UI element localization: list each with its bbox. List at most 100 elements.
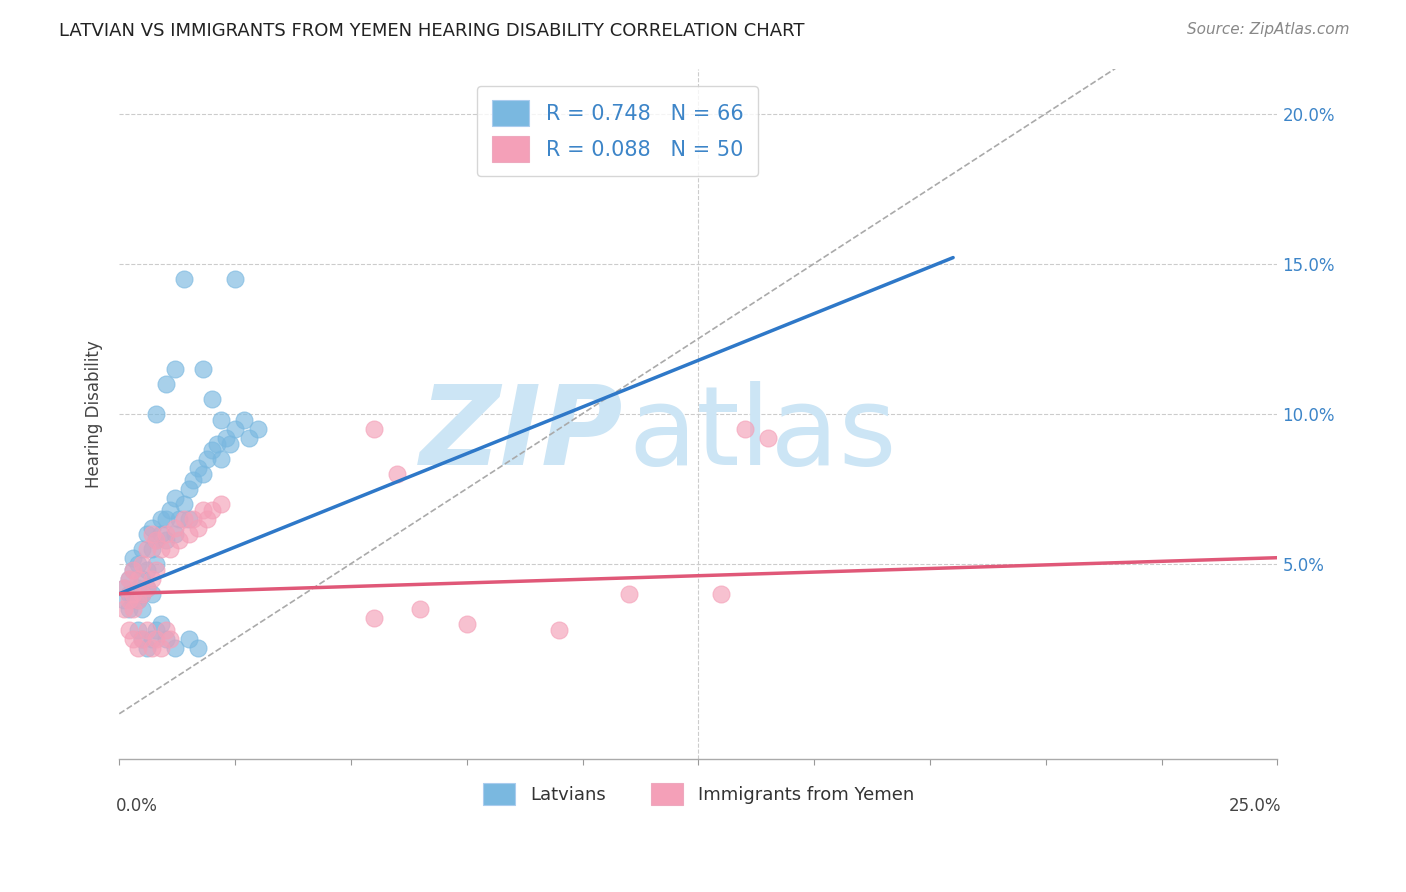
Point xyxy=(141,640,163,655)
Point xyxy=(136,581,159,595)
Point xyxy=(122,632,145,646)
Point xyxy=(131,632,153,646)
Point xyxy=(141,521,163,535)
Y-axis label: Hearing Disability: Hearing Disability xyxy=(86,340,103,488)
Point xyxy=(112,601,135,615)
Point xyxy=(201,442,224,457)
Point xyxy=(117,572,139,586)
Point xyxy=(159,632,181,646)
Point xyxy=(201,502,224,516)
Point xyxy=(145,557,167,571)
Point xyxy=(363,611,385,625)
Point xyxy=(177,482,200,496)
Point xyxy=(117,623,139,637)
Point xyxy=(145,533,167,547)
Point xyxy=(127,572,149,586)
Point xyxy=(117,572,139,586)
Point xyxy=(155,623,177,637)
Point xyxy=(187,521,209,535)
Point xyxy=(122,601,145,615)
Point xyxy=(409,601,432,615)
Point xyxy=(149,511,172,525)
Text: ZIP: ZIP xyxy=(419,381,623,488)
Point xyxy=(141,632,163,646)
Text: atlas: atlas xyxy=(628,381,897,488)
Point xyxy=(163,526,186,541)
Point xyxy=(122,587,145,601)
Point xyxy=(219,436,242,450)
Point xyxy=(141,587,163,601)
Text: 25.0%: 25.0% xyxy=(1229,797,1281,814)
Point xyxy=(183,511,205,525)
Point xyxy=(117,587,139,601)
Point xyxy=(136,541,159,556)
Point xyxy=(131,632,153,646)
Point xyxy=(173,271,195,285)
Point xyxy=(131,587,153,601)
Point xyxy=(710,587,733,601)
Point xyxy=(163,361,186,376)
Point xyxy=(145,407,167,421)
Point xyxy=(127,640,149,655)
Point xyxy=(112,581,135,595)
Point xyxy=(187,640,209,655)
Point xyxy=(122,563,145,577)
Point xyxy=(122,592,145,607)
Point xyxy=(209,497,232,511)
Point xyxy=(145,563,167,577)
Point xyxy=(141,526,163,541)
Point xyxy=(149,526,172,541)
Point xyxy=(183,473,205,487)
Text: 0.0%: 0.0% xyxy=(115,797,157,814)
Point xyxy=(177,511,200,525)
Point xyxy=(387,467,409,481)
Point xyxy=(127,592,149,607)
Point xyxy=(127,557,149,571)
Point xyxy=(112,592,135,607)
Point xyxy=(247,422,270,436)
Point xyxy=(136,563,159,577)
Point xyxy=(136,640,159,655)
Point xyxy=(195,511,218,525)
Point xyxy=(149,640,172,655)
Point xyxy=(169,533,191,547)
Point xyxy=(145,632,167,646)
Point xyxy=(122,563,145,577)
Point xyxy=(149,616,172,631)
Point xyxy=(224,271,246,285)
Point xyxy=(191,467,214,481)
Point xyxy=(136,581,159,595)
Point xyxy=(155,632,177,646)
Point xyxy=(117,601,139,615)
Point xyxy=(136,526,159,541)
Point xyxy=(238,431,260,445)
Point xyxy=(617,587,640,601)
Point xyxy=(163,521,186,535)
Point xyxy=(456,616,478,631)
Point xyxy=(131,541,153,556)
Point xyxy=(233,412,256,426)
Point xyxy=(131,601,153,615)
Point xyxy=(155,511,177,525)
Point xyxy=(191,361,214,376)
Point xyxy=(131,572,153,586)
Point xyxy=(195,451,218,466)
Point xyxy=(155,526,177,541)
Point xyxy=(173,511,195,525)
Point xyxy=(122,550,145,565)
Text: LATVIAN VS IMMIGRANTS FROM YEMEN HEARING DISABILITY CORRELATION CHART: LATVIAN VS IMMIGRANTS FROM YEMEN HEARING… xyxy=(59,22,804,40)
Point xyxy=(548,623,571,637)
Point xyxy=(127,623,149,637)
Point xyxy=(145,623,167,637)
Point xyxy=(363,422,385,436)
Point xyxy=(159,541,181,556)
Point xyxy=(112,581,135,595)
Point xyxy=(734,422,756,436)
Point xyxy=(163,640,186,655)
Point xyxy=(209,451,232,466)
Point xyxy=(155,533,177,547)
Point xyxy=(136,623,159,637)
Point xyxy=(155,376,177,391)
Point xyxy=(145,533,167,547)
Point xyxy=(177,632,200,646)
